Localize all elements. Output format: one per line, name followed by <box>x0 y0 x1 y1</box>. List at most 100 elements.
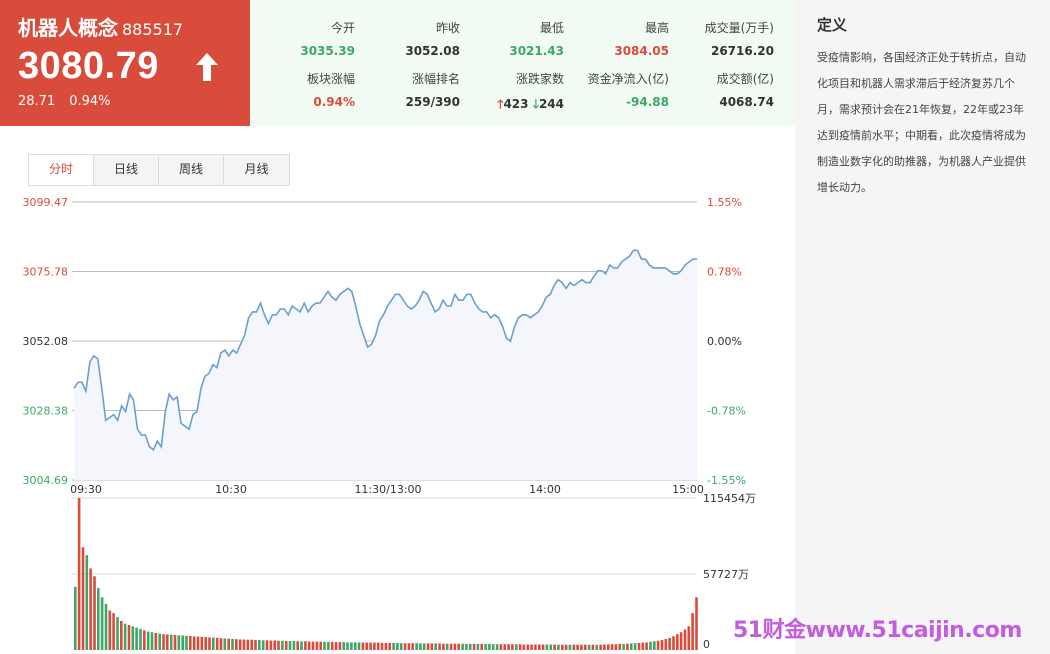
x-tick: 11:30/13:00 <box>354 483 421 496</box>
x-tick: 15:00 <box>672 483 704 496</box>
volume-bar <box>338 642 342 650</box>
volume-bar <box>143 630 146 650</box>
volume-bar <box>97 588 100 650</box>
stat-turnover: 成交额(亿) 4068.74 <box>669 70 774 109</box>
volume-bar <box>334 642 338 650</box>
volume-bar <box>584 644 587 650</box>
volume-bar <box>472 643 476 650</box>
volume-bar <box>104 603 108 650</box>
volume-bar <box>162 634 165 650</box>
stat-sector-gain: 板块涨幅 0.94% <box>250 70 355 109</box>
volume-bar <box>491 644 495 650</box>
volume-bar <box>173 635 177 650</box>
volume-bar <box>323 641 326 650</box>
volume-bar <box>158 633 161 650</box>
volume-bar <box>288 641 292 650</box>
volume-bar <box>307 641 311 650</box>
volume-bar <box>687 626 691 650</box>
y-tick-left: 3028.38 <box>23 405 69 418</box>
volume-bar <box>488 643 491 650</box>
volume-bar <box>518 644 522 650</box>
volume-bar <box>683 629 687 650</box>
volume-bar <box>93 576 96 650</box>
volume-bar <box>580 644 583 650</box>
stat-advance-decline: 涨跌家数 🡑423 🡓244 <box>460 70 564 116</box>
volume-bar <box>261 640 265 650</box>
volume-bar <box>430 643 434 650</box>
volume-bar <box>169 634 173 650</box>
volume-bar <box>127 625 131 650</box>
down-arrow-icon: 🡓 <box>532 97 539 111</box>
sector-code: 885517 <box>122 20 184 39</box>
volume-bar <box>587 644 591 650</box>
volume-bar <box>614 644 618 650</box>
volume-bar <box>177 635 181 650</box>
volume-bar <box>641 642 645 650</box>
y-tick-left: 3004.69 <box>23 474 69 487</box>
volume-bar <box>273 640 276 650</box>
stat-label: 成交量(万手) <box>704 21 774 35</box>
volume-bar <box>192 636 196 650</box>
y-tick-right: -1.55% <box>707 474 746 487</box>
volume-bar <box>342 642 345 650</box>
volume-bar <box>123 623 127 650</box>
volume-bar <box>442 643 445 650</box>
tab-intraday[interactable]: 分时 <box>29 155 94 185</box>
volume-bar <box>181 635 184 650</box>
stat-label: 昨收 <box>435 21 460 35</box>
volume-bar <box>649 641 652 650</box>
volume-bar <box>350 642 353 650</box>
volume-bar <box>630 643 633 650</box>
x-tick: 10:30 <box>215 483 247 496</box>
volume-bar <box>319 641 322 650</box>
volume-bar <box>522 644 526 650</box>
stat-value: 4068.74 <box>719 95 774 109</box>
stat-label: 涨跌家数 <box>515 72 564 86</box>
volume-bar <box>672 636 675 650</box>
volume-bar <box>557 644 560 650</box>
volume-bar <box>120 621 123 650</box>
stat-open: 今开 3035.39 <box>250 19 355 58</box>
volume-bar <box>223 638 227 650</box>
volume-bar <box>346 642 349 650</box>
volume-bar <box>399 643 403 650</box>
volume-bar <box>653 641 656 650</box>
volume-bar <box>327 641 330 650</box>
volume-bar <box>453 643 457 650</box>
tab-daily[interactable]: 日线 <box>94 155 159 185</box>
volume-bar <box>315 641 319 650</box>
stat-value: 0.94% <box>313 95 355 109</box>
volume-bar <box>668 637 671 650</box>
y-tick-right: 0.00% <box>707 335 742 348</box>
volume-bar <box>100 597 104 650</box>
price-change: 28.71 <box>18 94 56 109</box>
volume-bar <box>166 634 169 650</box>
volume-bar <box>603 644 606 650</box>
volume-bar <box>480 643 483 650</box>
volume-bar <box>219 638 223 650</box>
y-tick-right: 1.55% <box>707 196 742 209</box>
volume-bar <box>572 644 576 650</box>
volume-bar <box>254 640 257 650</box>
volume-bar <box>384 642 388 650</box>
volume-bar <box>507 644 510 650</box>
volume-bar <box>626 643 629 650</box>
volume-bar <box>419 643 422 650</box>
volume-bar <box>185 635 188 650</box>
volume-bar <box>330 642 334 650</box>
volume-bar <box>227 638 230 650</box>
volume-bar <box>564 644 568 650</box>
tab-weekly[interactable]: 周线 <box>159 155 224 185</box>
volume-bar <box>361 642 365 650</box>
volume-bar <box>695 597 698 650</box>
volume-bar <box>200 636 204 650</box>
volume-bar <box>81 547 85 650</box>
volume-tick: 115454万 <box>703 492 756 505</box>
volume-bar <box>599 644 602 650</box>
price-area <box>74 250 697 480</box>
stat-label: 资金净流入(亿) <box>587 72 669 86</box>
stat-value: 3021.43 <box>509 44 564 58</box>
volume-bar <box>154 632 158 650</box>
volume-bar <box>131 626 135 650</box>
tab-monthly[interactable]: 月线 <box>224 155 289 185</box>
